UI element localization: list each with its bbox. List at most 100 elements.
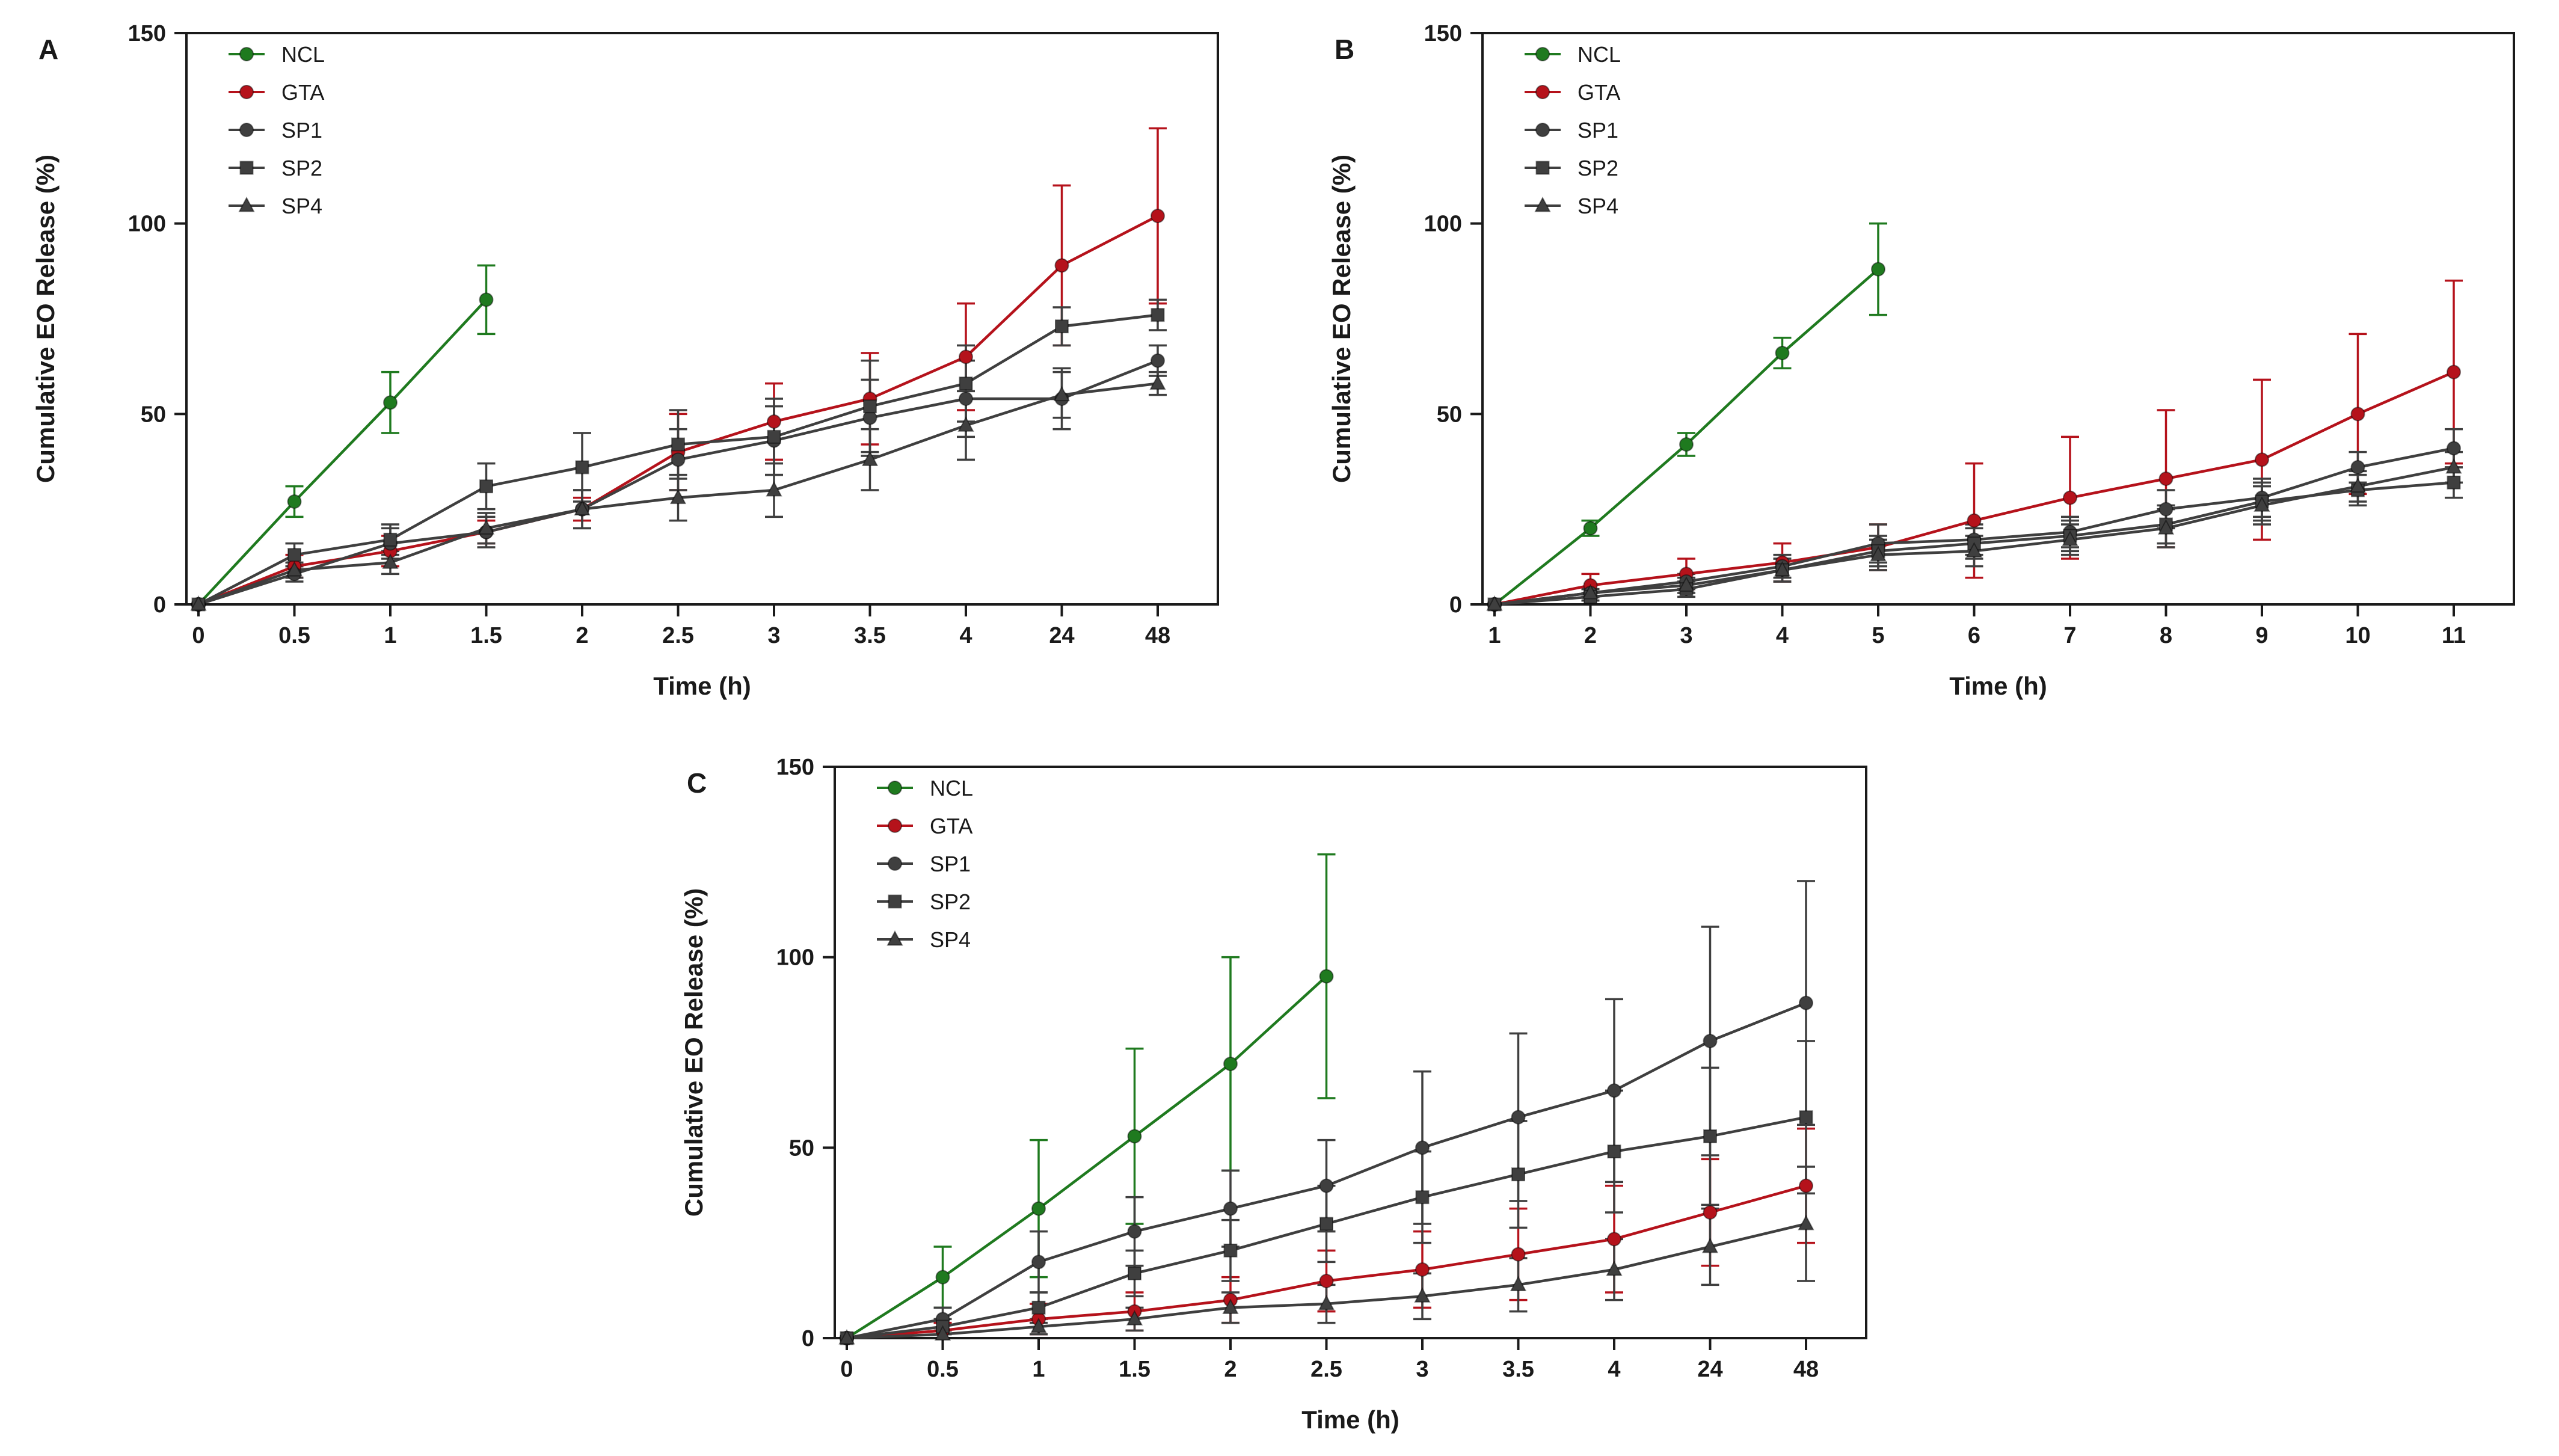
- series-marker-sp1: [1703, 1034, 1718, 1048]
- series-line-ncl: [197, 298, 488, 606]
- x-tick-label: 3: [1416, 1357, 1428, 1382]
- series-marker-sp2: [1223, 1243, 1238, 1258]
- legend-marker-sp4: [1534, 196, 1551, 212]
- x-axis-title: Time (h): [1949, 672, 2047, 700]
- series-marker-sp4: [1053, 386, 1071, 402]
- x-tick-label: 11: [2442, 623, 2466, 648]
- plot-frame: [834, 766, 1867, 1339]
- series-marker-sp4: [478, 519, 495, 535]
- series-marker-gta: [1150, 209, 1165, 223]
- x-axis-title: Time (h): [1301, 1405, 1399, 1434]
- x-tick-label: 6: [1968, 623, 1980, 648]
- series-marker-sp1: [671, 452, 686, 467]
- legend-marker-ncl: [239, 47, 254, 61]
- series-marker-sp4: [2157, 519, 2175, 535]
- legend-marker-ncl: [1535, 47, 1550, 61]
- series-marker-sp2: [1150, 308, 1165, 322]
- legend-marker-sp1: [239, 123, 254, 137]
- legend-marker-sp2: [239, 161, 254, 175]
- series-marker-sp4: [669, 488, 687, 505]
- series-marker-sp1: [1319, 1178, 1334, 1193]
- series-marker-sp4: [1701, 1237, 1719, 1253]
- x-tick-label: 10: [2345, 623, 2370, 648]
- series-marker-sp4: [838, 1329, 855, 1345]
- series-marker-sp4: [1030, 1317, 1047, 1333]
- legend-marker-ncl: [888, 781, 902, 795]
- series-marker-sp4: [1414, 1287, 1431, 1303]
- series-line-ncl: [846, 975, 1328, 1339]
- series-marker-sp2: [479, 479, 493, 494]
- x-tick-label: 0: [192, 623, 204, 648]
- x-tick-label: 8: [2160, 623, 2172, 648]
- series-marker-sp4: [1678, 576, 1695, 592]
- series-marker-sp2: [1415, 1190, 1430, 1205]
- series-marker-gta: [1607, 1232, 1621, 1247]
- series-marker-sp4: [190, 595, 207, 611]
- series-marker-sp2: [1319, 1217, 1333, 1231]
- legend-label-sp2: SP2: [1577, 156, 1618, 180]
- y-axis-title: Cumulative EO Release (%): [1327, 155, 1356, 483]
- series-marker-sp2: [383, 532, 398, 547]
- x-tick-label: 9: [2255, 623, 2268, 648]
- legend-label-sp4: SP4: [1577, 194, 1618, 218]
- x-tick-label: 1: [1032, 1357, 1045, 1382]
- series-marker-sp4: [286, 561, 303, 577]
- y-tick-label: 100: [776, 945, 814, 971]
- chart-panel-b: 0 50 100 150 1 2 3 4 5 6 7 8 9 10 11 NCL GTA SP1 SP2 SP4 Tim…: [1314, 12, 2541, 716]
- series-marker-sp2: [1607, 1144, 1621, 1159]
- series-marker-sp1: [1127, 1224, 1142, 1239]
- series-marker-sp2: [2447, 475, 2461, 490]
- legend-label-gta: GTA: [1577, 80, 1620, 105]
- series-marker-sp4: [1149, 374, 1166, 390]
- y-tick-label: 150: [1424, 21, 1462, 46]
- x-tick-label: 3.5: [1502, 1357, 1534, 1382]
- legend-label-sp2: SP2: [281, 156, 322, 180]
- series-marker-ncl: [1871, 262, 1885, 277]
- series-marker-sp2: [1703, 1129, 1717, 1143]
- series-marker-sp2: [1031, 1300, 1046, 1315]
- legend-marker-gta: [239, 85, 254, 99]
- y-tick-label: 50: [789, 1135, 814, 1161]
- series-marker-sp1: [1415, 1140, 1430, 1155]
- series-marker-gta: [767, 414, 781, 429]
- x-tick-label: 48: [1145, 623, 1170, 648]
- series-marker-sp4: [1486, 595, 1503, 611]
- series-marker-sp4: [1798, 1214, 1814, 1230]
- series-marker-ncl: [1583, 521, 1598, 536]
- series-marker-gta: [1054, 258, 1069, 273]
- chart-panel-a: 0 50 100 150 0 0.5 1 1.5 2 2.5 3 3.5 4 24 48 NCL GTA SP1 S…: [18, 12, 1245, 716]
- x-tick-label: 0: [840, 1357, 853, 1382]
- y-tick-label: 50: [141, 402, 166, 427]
- x-tick-label: 2.5: [1310, 1357, 1342, 1382]
- series-marker-sp1: [1607, 1083, 1621, 1098]
- series-marker-sp2: [287, 548, 301, 562]
- series-marker-gta: [1511, 1247, 1526, 1262]
- series-marker-sp4: [934, 1325, 951, 1341]
- y-tick-label: 150: [776, 755, 814, 780]
- series-marker-sp2: [575, 460, 589, 475]
- series-marker-gta: [2063, 490, 2077, 505]
- y-tick-label: 100: [1424, 212, 1462, 237]
- legend-label-sp1: SP1: [281, 118, 322, 143]
- series-marker-gta: [1967, 513, 1982, 528]
- x-tick-label: 5: [1872, 623, 1884, 648]
- y-tick-label: 0: [802, 1326, 814, 1351]
- series-marker-sp2: [1128, 1266, 1141, 1280]
- series-marker-sp4: [382, 553, 399, 569]
- panel-label-a: A: [38, 34, 58, 65]
- series-marker-gta: [1799, 1178, 1813, 1193]
- series-marker-sp4: [2253, 496, 2270, 512]
- legend-marker-sp4: [886, 930, 903, 946]
- x-tick-label: 3.5: [854, 623, 886, 648]
- series-marker-sp4: [1582, 583, 1599, 600]
- x-tick-label: 2.5: [662, 623, 694, 648]
- series-marker-gta: [2350, 407, 2365, 422]
- x-tick-label: 48: [1793, 1357, 1819, 1382]
- series-marker-sp2: [863, 399, 877, 414]
- series-marker-gta: [959, 349, 973, 364]
- x-tick-label: 2: [1584, 623, 1597, 648]
- y-axis-title: Cumulative EO Release (%): [680, 888, 708, 1217]
- series-marker-sp2: [1055, 319, 1069, 334]
- legend-label-sp4: SP4: [930, 927, 971, 952]
